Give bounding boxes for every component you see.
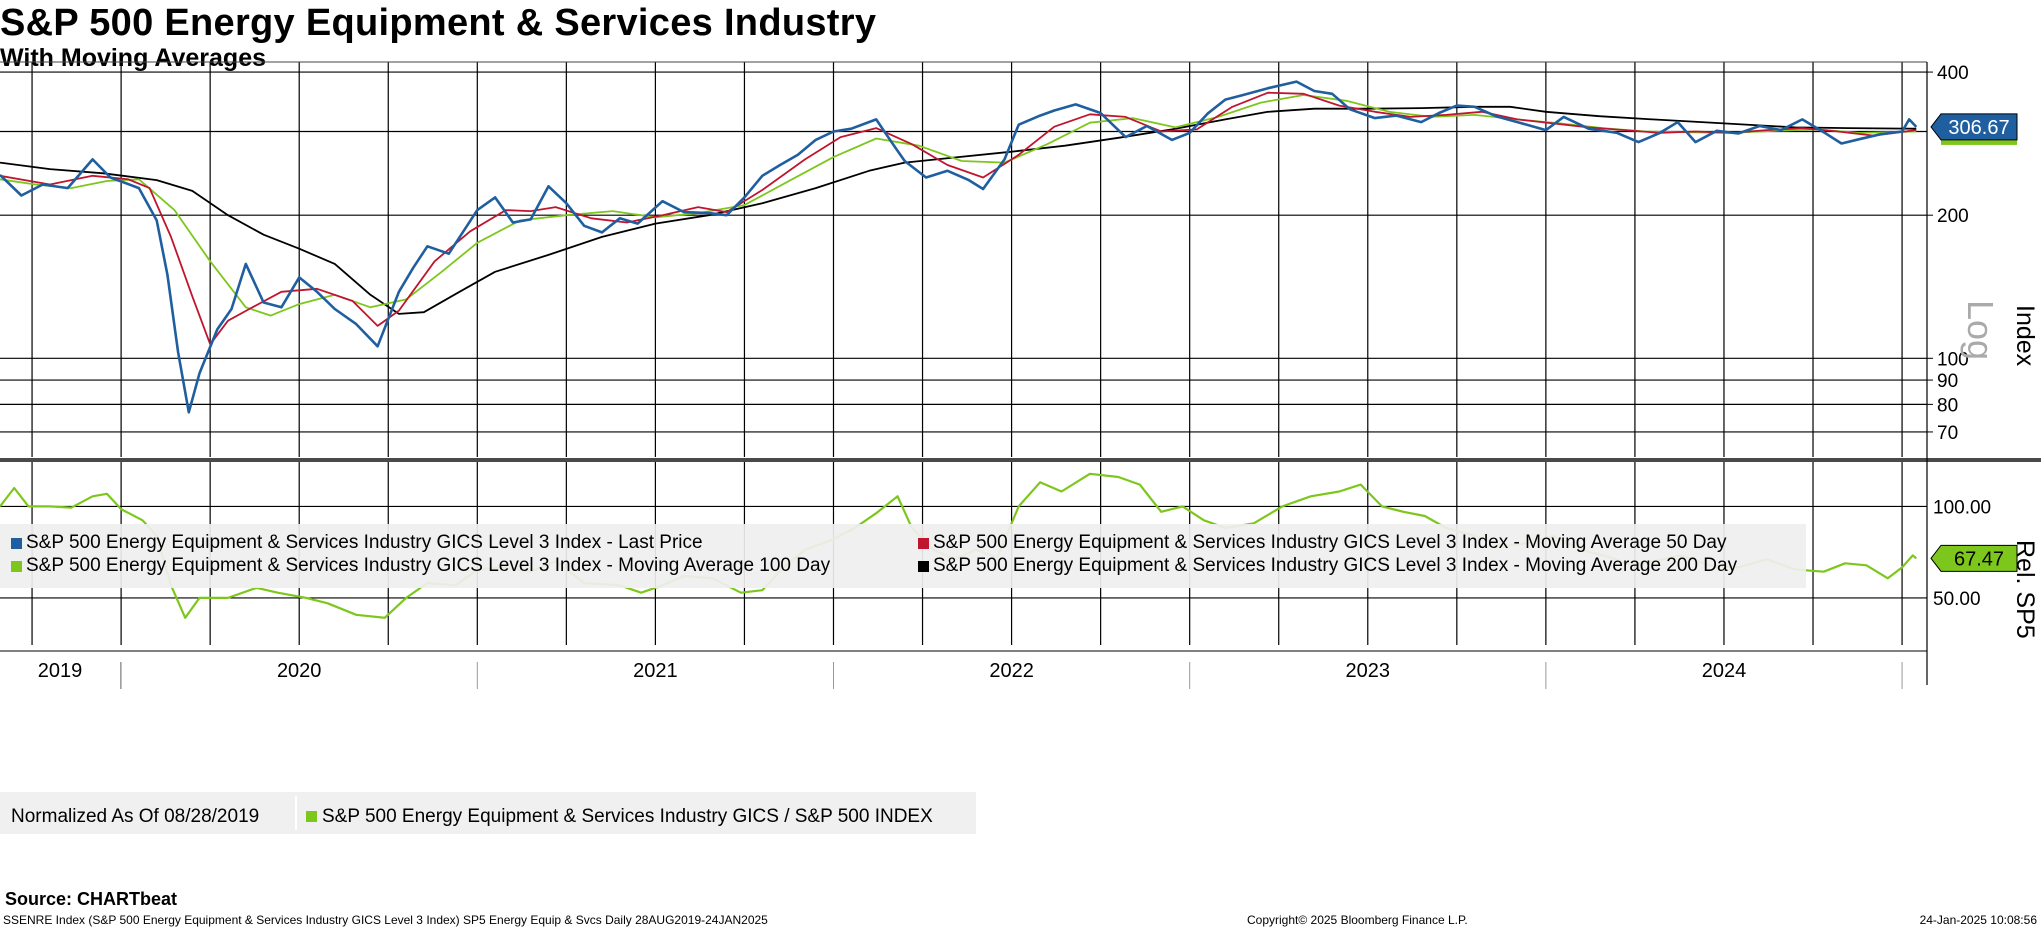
- grid-layer: [0, 62, 1927, 645]
- legend-swatch-last-price: [11, 538, 22, 549]
- footer-timestamp: 24-Jan-2025 10:08:56: [1919, 913, 2037, 927]
- year-label-2021: 2021: [633, 660, 678, 682]
- relative-badge-text: 67.47: [1954, 548, 2004, 570]
- main-series-layer: [0, 80, 1918, 414]
- ytick-label-main-70: 70: [1937, 423, 1958, 444]
- legend-rel-box: [0, 792, 976, 834]
- year-label-2023: 2023: [1346, 660, 1391, 682]
- year-label-2024: 2024: [1702, 660, 1747, 682]
- legend-swatch-ratio: [306, 811, 317, 822]
- legend-swatch-ma50: [918, 538, 929, 549]
- ytick-label-main-100: 100: [1937, 349, 1969, 370]
- legend-swatch-ma200: [918, 561, 929, 572]
- series-line-ma50: [0, 91, 1917, 346]
- normalized-note: Normalized As Of 08/28/2019: [11, 806, 259, 827]
- footer-copyright: Copyright© 2025 Bloomberg Finance L.P.: [1247, 913, 1468, 927]
- source-note: Source: CHARTbeat: [5, 889, 178, 909]
- legend-label-ma50: S&P 500 Energy Equipment & Services Indu…: [933, 532, 1727, 553]
- year-label-2019: 2019: [38, 660, 83, 682]
- panel-divider: [0, 458, 2041, 462]
- ytick-label-main-400: 400: [1937, 63, 1969, 84]
- series-line-ma200: [0, 105, 1917, 315]
- ytick-label-rel-1: 50.00: [1933, 589, 1981, 610]
- legend-label-ratio: S&P 500 Energy Equipment & Services Indu…: [322, 806, 933, 827]
- legend-swatch-ma100: [11, 561, 22, 572]
- relative-badge-shape: [1930, 544, 2018, 572]
- ytick-label-main-90: 90: [1937, 371, 1958, 392]
- year-label-2020: 2020: [277, 660, 322, 682]
- last-price-badge-shape: [1930, 113, 2018, 141]
- yaxis-title-main: Index: [2011, 305, 2039, 367]
- legend-main-box: [0, 524, 1806, 588]
- yaxis-scale-label: Log: [1960, 300, 2001, 360]
- ytick-label-rel-0: 100.00: [1933, 497, 1991, 518]
- ytick-label-main-200: 200: [1937, 206, 1969, 227]
- chart-title: S&P 500 Energy Equipment & Services Indu…: [0, 2, 877, 44]
- year-label-2022: 2022: [989, 660, 1034, 682]
- series-line-last-price: [0, 80, 1918, 414]
- ma100-mini-badge: [1941, 138, 2017, 145]
- ytick-label-main-80: 80: [1937, 395, 1958, 416]
- last-price-badge-text: 306.67: [1948, 117, 2009, 139]
- legend-layer: S&P 500 Energy Equipment & Services Indu…: [0, 524, 1806, 834]
- footer-ticker-description: SSENRE Index (S&P 500 Energy Equipment &…: [3, 913, 768, 927]
- chart-subtitle: With Moving Averages: [0, 44, 267, 72]
- legend-label-last-price: S&P 500 Energy Equipment & Services Indu…: [26, 532, 703, 553]
- legend-label-ma100: S&P 500 Energy Equipment & Services Indu…: [26, 555, 831, 576]
- series-line-ma100: [0, 94, 1917, 317]
- legend-label-ma200: S&P 500 Energy Equipment & Services Indu…: [933, 555, 1738, 576]
